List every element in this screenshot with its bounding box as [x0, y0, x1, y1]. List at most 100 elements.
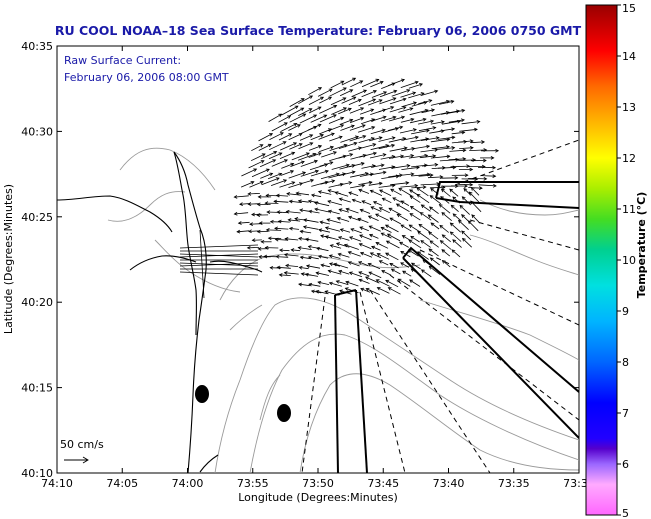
current-vector-head	[233, 211, 238, 216]
current-vector	[430, 222, 440, 230]
current-vector-head	[348, 271, 353, 276]
current-vector-head	[383, 91, 388, 95]
current-vector	[391, 268, 401, 275]
current-vector	[409, 195, 421, 203]
current-vector-head	[287, 115, 292, 119]
current-vector-head	[287, 218, 292, 222]
current-vector-head	[352, 96, 357, 101]
current-vector-head	[246, 245, 251, 250]
current-vector	[410, 236, 420, 243]
current-vector-head	[369, 252, 374, 256]
current-vector-head	[406, 164, 411, 168]
current-vector	[368, 263, 381, 270]
current-vector-head	[343, 243, 348, 248]
current-vector-head	[438, 203, 443, 208]
current-vector-head	[450, 99, 455, 104]
current-vector-head	[399, 125, 404, 130]
current-vector	[429, 266, 441, 275]
current-vector	[373, 201, 383, 206]
current-vector	[248, 160, 265, 169]
current-vector	[391, 165, 410, 169]
current-vector-head	[318, 228, 323, 233]
current-vector-head	[391, 143, 396, 148]
current-vector-head	[392, 197, 397, 201]
current-vector-head	[419, 83, 423, 87]
current-vector-head	[400, 200, 405, 205]
current-vector-head	[298, 282, 303, 287]
current-vector	[399, 241, 409, 248]
current-vector-head	[269, 219, 274, 224]
current-vector-head	[402, 270, 407, 275]
current-vector	[348, 261, 360, 267]
current-vector-head	[329, 145, 334, 150]
current-vector-head	[452, 213, 457, 218]
current-vector-head	[317, 280, 322, 285]
current-vector-head	[407, 249, 412, 253]
current-vector	[305, 273, 319, 277]
current-vector-head	[362, 135, 367, 139]
current-vector	[441, 188, 451, 197]
current-vector-head	[371, 126, 376, 130]
current-vector	[328, 117, 344, 124]
current-vector	[333, 263, 349, 269]
chart-title: RU COOL NOAA–18 Sea Surface Temperature:…	[55, 23, 582, 38]
current-vector	[299, 114, 317, 124]
current-vector	[421, 164, 438, 167]
current-vector	[338, 108, 352, 115]
current-vector	[360, 118, 375, 125]
x-tick-label: 74:10	[41, 477, 73, 490]
current-vector	[341, 96, 356, 104]
current-vector	[471, 187, 480, 196]
current-vector	[318, 133, 335, 140]
current-vector-head	[429, 206, 433, 211]
current-vector-head	[347, 251, 352, 255]
current-vector-head	[430, 222, 435, 227]
current-vector-head	[279, 248, 283, 253]
current-vector-head	[372, 90, 377, 94]
current-vector	[179, 244, 259, 249]
current-vector-head	[492, 165, 497, 170]
current-vector	[449, 149, 466, 152]
current-vector	[349, 272, 363, 278]
current-vector-head	[307, 199, 312, 204]
current-vector-head	[361, 124, 366, 128]
current-vector	[359, 226, 369, 232]
current-vector-head	[395, 174, 400, 179]
current-vector-head	[492, 183, 497, 188]
current-vector	[303, 226, 319, 230]
current-vector	[300, 256, 311, 260]
current-vector-head	[420, 240, 425, 244]
current-vector	[428, 248, 439, 257]
current-vector	[317, 88, 333, 97]
current-vector	[266, 229, 282, 231]
current-vector	[289, 113, 306, 123]
current-vector	[396, 203, 410, 212]
current-vector	[299, 179, 314, 185]
current-vector	[338, 270, 350, 275]
current-vector	[388, 137, 406, 143]
current-vector	[241, 168, 257, 177]
current-vector	[288, 124, 301, 131]
current-vector	[357, 126, 375, 133]
current-vector	[461, 230, 472, 241]
current-vector-head	[328, 281, 333, 286]
current-vector-head	[401, 235, 406, 239]
current-vector-head	[463, 188, 468, 192]
current-vector	[411, 101, 427, 107]
current-vector-head	[257, 195, 262, 199]
current-vector	[278, 115, 291, 123]
current-vector	[359, 173, 374, 177]
current-vector-head	[283, 179, 288, 183]
current-vector	[452, 196, 461, 204]
current-vector-head	[318, 87, 323, 91]
current-vector-head	[313, 114, 318, 118]
current-vector-head	[302, 225, 307, 230]
current-vector	[368, 215, 379, 221]
current-vector	[409, 118, 426, 124]
current-vector	[248, 230, 260, 232]
current-vector-head	[464, 173, 469, 178]
colorbar-tick-label: 7	[622, 407, 629, 420]
current-vector	[310, 134, 324, 141]
current-vector-head	[309, 142, 314, 146]
